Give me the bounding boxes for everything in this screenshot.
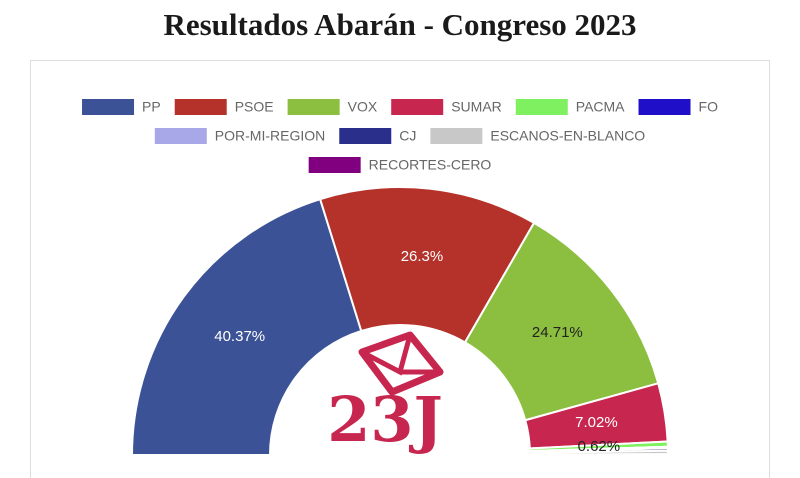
legend-item: SUMAR xyxy=(391,99,502,115)
logo: 23J xyxy=(327,331,444,456)
data-label: 40.37% xyxy=(214,328,265,345)
legend-swatch xyxy=(430,128,483,144)
legend-label: SUMAR xyxy=(451,99,502,115)
legend-label: PSOE xyxy=(235,99,274,115)
legend-label: FO xyxy=(699,99,719,115)
legend-label: CJ xyxy=(399,128,416,144)
legend-item: CJ xyxy=(339,128,416,144)
legend-item: FO xyxy=(638,99,719,115)
data-label: 26.3% xyxy=(401,248,444,265)
legend-swatch xyxy=(638,99,691,115)
legend-label: PACMA xyxy=(576,99,625,115)
logo-text: 23J xyxy=(327,383,443,456)
data-label: 7.02% xyxy=(575,414,618,431)
legend-label: ESCANOS-EN-BLANCO xyxy=(490,128,645,144)
legend-item: ESCANOS-EN-BLANCO xyxy=(430,128,645,144)
legend-swatch xyxy=(287,99,340,115)
legend-label: RECORTES-CERO xyxy=(369,157,492,173)
legend-item: PP xyxy=(82,99,161,115)
data-label: 24.71% xyxy=(532,324,583,341)
legend-swatch xyxy=(391,99,444,115)
legend-item: PSOE xyxy=(174,99,274,115)
legend-swatch xyxy=(515,99,568,115)
slice xyxy=(130,197,363,456)
legend-swatch xyxy=(339,128,392,144)
legend-swatch xyxy=(82,99,135,115)
legend-swatch xyxy=(308,157,361,173)
chart-frame xyxy=(30,60,770,478)
legend-swatch xyxy=(154,128,207,144)
legend-label: VOX xyxy=(348,99,378,115)
slice xyxy=(318,186,536,344)
legend-item: RECORTES-CERO xyxy=(308,157,492,173)
chart-title: Resultados Abarán - Congreso 2023 xyxy=(163,7,636,42)
legend-item: PACMA xyxy=(515,99,625,115)
legend-label: POR-MI-REGION xyxy=(215,128,325,144)
data-label: 0.62% xyxy=(578,438,621,455)
logo-envelope-fold xyxy=(360,334,440,376)
legend-swatch xyxy=(174,99,227,115)
legend-label: PP xyxy=(142,99,161,115)
slice xyxy=(463,221,660,422)
legend-item: POR-MI-REGION xyxy=(154,128,325,144)
slice xyxy=(528,453,670,456)
legend-item: VOX xyxy=(287,99,378,115)
